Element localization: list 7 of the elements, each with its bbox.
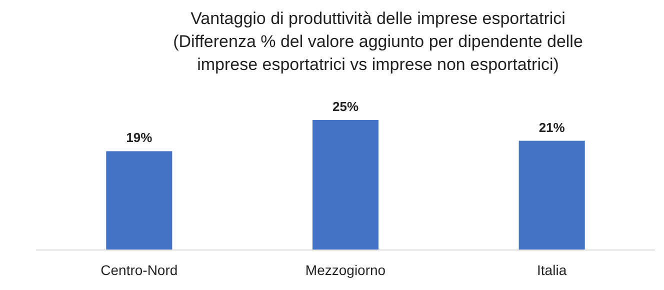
x-tick-label: Mezzogiorno xyxy=(305,262,386,278)
data-label: 21% xyxy=(538,120,566,135)
data-label: 25% xyxy=(332,99,359,114)
chart-title: Vantaggio di produttività delle imprese esportatrici (Differenza % del valore aggiunto per dipendente delle imprese esportatrici vs imprese non esportatrici) xyxy=(173,9,583,74)
x-tick-label: Centro-Nord xyxy=(100,262,178,278)
x-tick-label: Italia xyxy=(537,262,567,278)
data-label: 19% xyxy=(126,130,153,146)
